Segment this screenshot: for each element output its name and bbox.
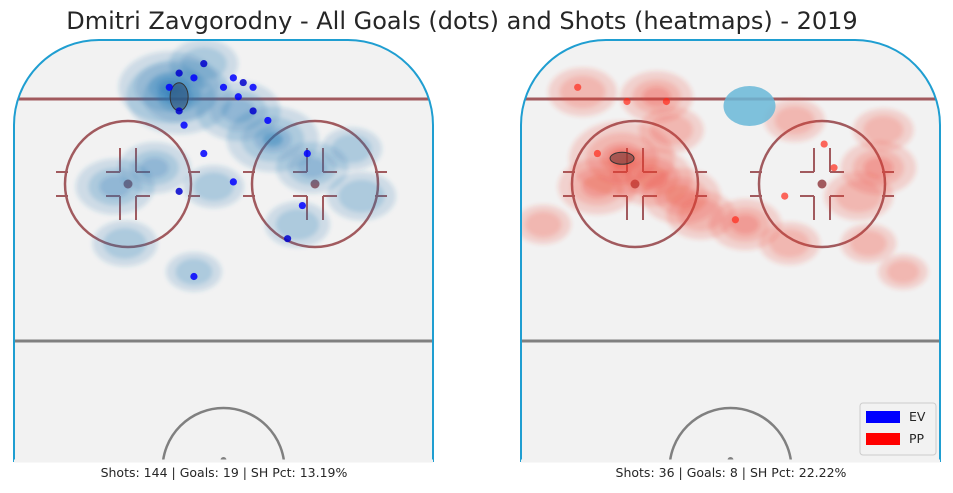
shot-density-level xyxy=(524,211,562,238)
shot-density-level xyxy=(99,175,131,198)
goal-dot xyxy=(190,272,198,281)
shot-density-level xyxy=(559,75,606,109)
goal-dot xyxy=(662,97,671,106)
goal-dot xyxy=(820,140,828,148)
ev-shot-blob xyxy=(723,86,776,126)
rink-panel-ev xyxy=(13,39,434,463)
goal-dot xyxy=(175,187,183,195)
goal-dot xyxy=(781,192,789,200)
shot-density-level xyxy=(863,115,904,145)
shot-density-level xyxy=(886,260,920,284)
shot-density-level xyxy=(581,175,614,198)
rink-panel-pp xyxy=(520,39,941,463)
goal-dot xyxy=(190,74,198,82)
shot-density-level xyxy=(677,198,724,232)
rink-boards xyxy=(520,39,941,462)
shot-density-level xyxy=(297,157,327,178)
legend-swatch-pp xyxy=(866,433,900,445)
goal-dot xyxy=(249,83,257,91)
rink-markings xyxy=(14,40,433,461)
rink-markings xyxy=(521,67,940,461)
goal-dot xyxy=(264,116,272,125)
goal-dot xyxy=(229,74,237,82)
goal-dot xyxy=(283,235,292,243)
shot-density-level xyxy=(262,132,283,147)
goal-dot xyxy=(593,149,602,158)
shot-density-level xyxy=(193,172,234,201)
goal-dots xyxy=(165,60,311,281)
goal-dot xyxy=(175,107,183,115)
center-circle xyxy=(668,406,793,461)
shot-density-level xyxy=(175,258,213,285)
goal-dot xyxy=(249,107,257,115)
shot-density-level xyxy=(863,157,894,179)
legend: EV PP xyxy=(859,402,937,456)
goal-dot xyxy=(830,164,838,172)
chart-title: Dmitri Zavgorodny - All Goals (dots) and… xyxy=(66,7,857,35)
goal-dot xyxy=(239,78,247,87)
shot-density-level xyxy=(338,179,385,213)
goal-dot xyxy=(219,83,228,91)
goal-dot xyxy=(175,69,183,77)
shot-density-peak xyxy=(609,151,635,165)
goal-dot xyxy=(731,216,740,224)
goal-dot xyxy=(200,60,208,68)
shot-density-level xyxy=(275,209,320,240)
goal-dots xyxy=(574,83,838,224)
shot-density-level xyxy=(331,134,372,164)
caption-pp: Shots: 36 | Goals: 8 | SH Pct: 22.22% xyxy=(616,465,847,480)
goal-dot xyxy=(234,93,242,101)
goal-dot xyxy=(165,83,173,91)
shot-density-level xyxy=(649,114,693,146)
shot-density-level xyxy=(103,228,147,259)
shot-density-level xyxy=(850,230,887,257)
goal-dot xyxy=(180,121,188,129)
shot-density-level xyxy=(769,229,810,258)
shot-density-level xyxy=(140,157,169,178)
goal-dot xyxy=(623,97,631,106)
goal-dot xyxy=(200,149,208,158)
legend-swatch-ev xyxy=(866,411,900,423)
faceoff-dot-right xyxy=(817,179,827,189)
shot-density-level xyxy=(221,98,256,123)
legend-label-pp: PP xyxy=(909,431,925,446)
goal-dot xyxy=(229,178,237,186)
center-circle xyxy=(161,406,286,461)
shot-density-level xyxy=(774,106,815,135)
goal-dot xyxy=(298,201,306,210)
caption-ev: Shots: 144 | Goals: 19 | SH Pct: 13.19% xyxy=(101,465,348,480)
legend-label-ev: EV xyxy=(909,409,926,424)
goal-dot xyxy=(303,149,311,158)
shot-density-level xyxy=(835,179,882,213)
goal-dot xyxy=(574,83,582,91)
rink-boards xyxy=(13,39,434,462)
